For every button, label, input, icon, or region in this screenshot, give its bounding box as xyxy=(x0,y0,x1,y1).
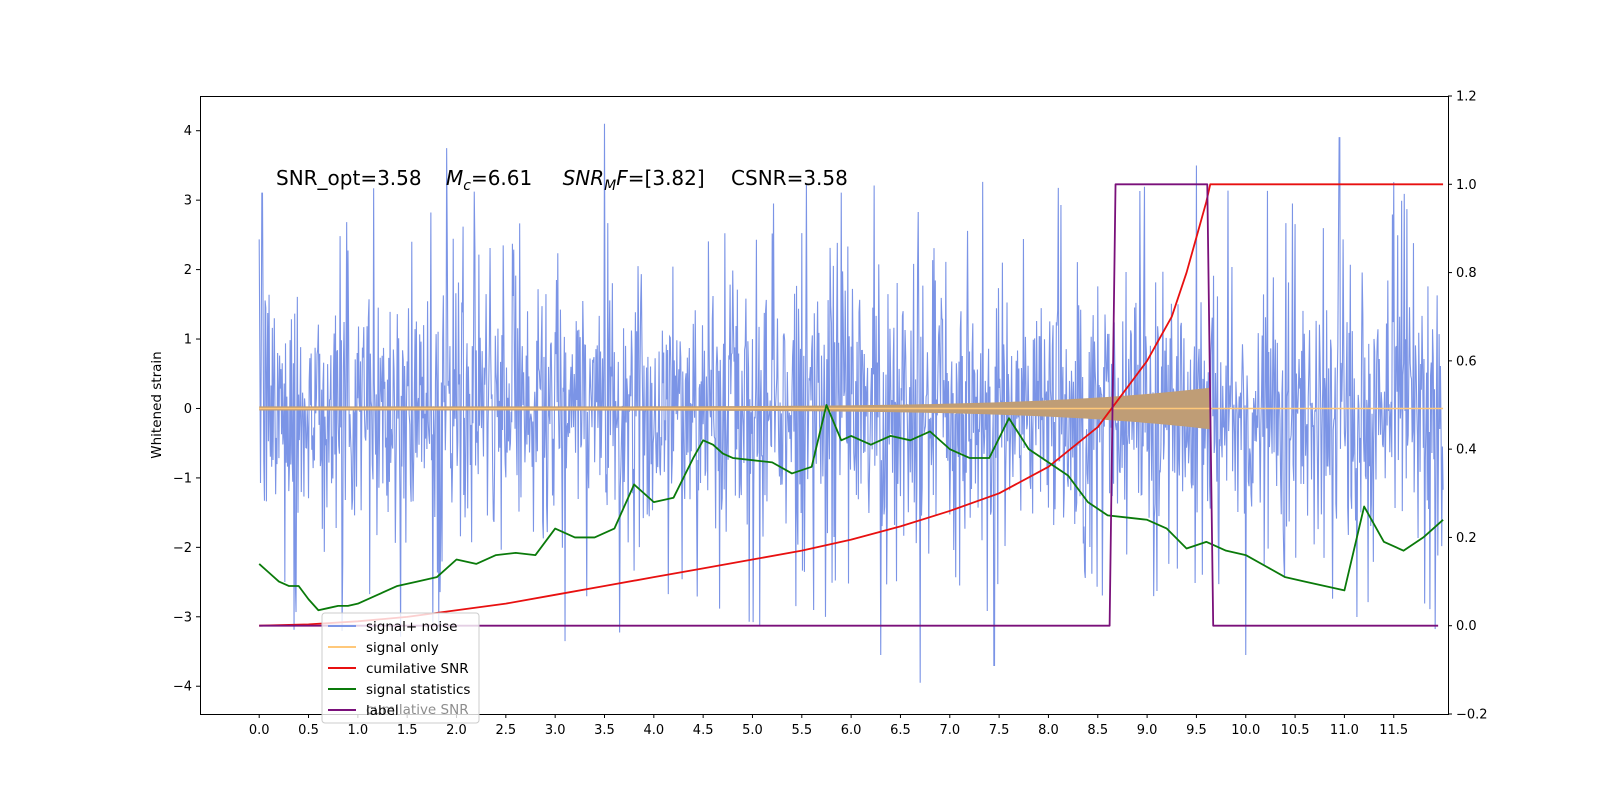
x-tick-label: 10.0 xyxy=(1231,723,1260,738)
annotation-mc-symbol: M xyxy=(446,166,463,190)
y-left-tick-label: 4 xyxy=(184,124,192,139)
x-tick-label: 7.5 xyxy=(989,723,1010,738)
y-left-tick-label: 2 xyxy=(184,263,192,278)
x-tick-label: 8.0 xyxy=(1038,723,1059,738)
y-axis-label: Whitened strain xyxy=(149,351,165,458)
y-left-tick-label: −3 xyxy=(173,610,192,625)
y-right-tick-label: 1.0 xyxy=(1456,178,1477,193)
legend: cumilative SNR signal+ noise signal only cu… xyxy=(321,612,480,724)
x-tick-label: 0.5 xyxy=(298,723,319,738)
y-left-tick-label: −1 xyxy=(173,471,192,486)
x-tick-label: 4.5 xyxy=(693,723,714,738)
plot-area xyxy=(258,123,1444,683)
annotation-snrmf-value: =[3.82] xyxy=(628,166,705,190)
annotation: SNR_opt=3.58 Mc=6.61 SNRMF=[3.82] CSNR=3… xyxy=(276,166,848,194)
x-tick-label: 1.5 xyxy=(397,723,418,738)
x-tick-label: 10.5 xyxy=(1281,723,1310,738)
annotation-snrmf-symbol: SNR xyxy=(563,166,605,190)
annotation-snr-opt: SNR_opt=3.58 xyxy=(276,166,422,190)
annotation-snrmf-symbol2: F xyxy=(616,166,628,190)
axes-frame xyxy=(200,96,1449,715)
annotation-mc-sub: c xyxy=(463,178,471,194)
x-tick-label: 11.0 xyxy=(1330,723,1359,738)
y-axis-right: 1.2 1.0 0.8 0.6 0.4 0.2 0.0 −0.2 xyxy=(1448,90,1488,723)
x-tick-label: 11.5 xyxy=(1379,723,1408,738)
x-tick-label: 1.0 xyxy=(348,723,369,738)
x-tick-label: 6.5 xyxy=(890,723,911,738)
annotation-mc-value: =6.61 xyxy=(471,166,532,190)
y-right-tick-label: −0.2 xyxy=(1456,708,1488,723)
y-right-tick-label: 0.8 xyxy=(1456,266,1477,281)
x-tick-label: 5.0 xyxy=(742,723,763,738)
x-tick-label: 7.0 xyxy=(939,723,960,738)
x-tick-label: 4.0 xyxy=(643,723,664,738)
x-axis: 0.0 0.5 1.0 1.5 2.0 2.5 3.0 3.5 4.0 4.5 5.0 5.5 6.0 6… xyxy=(249,714,1408,738)
y-right-tick-label: 0.0 xyxy=(1456,619,1477,634)
legend-label: signal only xyxy=(366,640,439,656)
x-tick-label: 3.5 xyxy=(594,723,615,738)
x-tick-label: 2.5 xyxy=(495,723,516,738)
x-tick-label: 3.0 xyxy=(545,723,566,738)
x-tick-label: 9.5 xyxy=(1186,723,1207,738)
legend-box xyxy=(321,612,480,724)
y-right-tick-label: 1.2 xyxy=(1456,90,1477,105)
annotation-csnr: CSNR=3.58 xyxy=(731,166,848,190)
series-signal-statistics xyxy=(258,404,1444,612)
y-left-tick-label: 0 xyxy=(184,402,192,417)
legend-label: cumilative SNR xyxy=(366,661,469,677)
y-left-tick-label: 3 xyxy=(184,194,192,209)
legend-label: signal+ noise xyxy=(366,619,457,635)
legend-overlap-text: cumilative SNR xyxy=(366,702,469,718)
x-tick-label: 0.0 xyxy=(249,723,270,738)
x-tick-label: 6.0 xyxy=(841,723,862,738)
svg-text:SNR_opt=3.58 Mc=6.61: SNR_opt=3.58 Mc=6.61 SNRMF=[3.82] CSNR=3… xyxy=(276,166,848,194)
y-axis-left: 4 3 2 1 0 −1 −2 −3 −4 xyxy=(173,124,200,695)
y-left-tick-label: −2 xyxy=(173,541,192,556)
legend-label: label xyxy=(366,703,399,719)
x-tick-label: 9.0 xyxy=(1137,723,1158,738)
y-right-tick-label: 0.6 xyxy=(1456,354,1477,369)
x-tick-label: 8.5 xyxy=(1087,723,1108,738)
x-tick-label: 5.5 xyxy=(791,723,812,738)
series-signal-noise xyxy=(258,123,1444,683)
series-label xyxy=(259,183,1439,627)
y-left-tick-label: −4 xyxy=(173,680,192,695)
x-tick-label: 2.0 xyxy=(446,723,467,738)
annotation-snrmf-sub: M xyxy=(604,178,616,194)
y-right-tick-label: 0.2 xyxy=(1456,531,1477,546)
y-left-tick-label: 1 xyxy=(184,333,192,348)
y-right-tick-label: 0.4 xyxy=(1456,443,1477,458)
legend-label: signal statistics xyxy=(366,682,470,698)
